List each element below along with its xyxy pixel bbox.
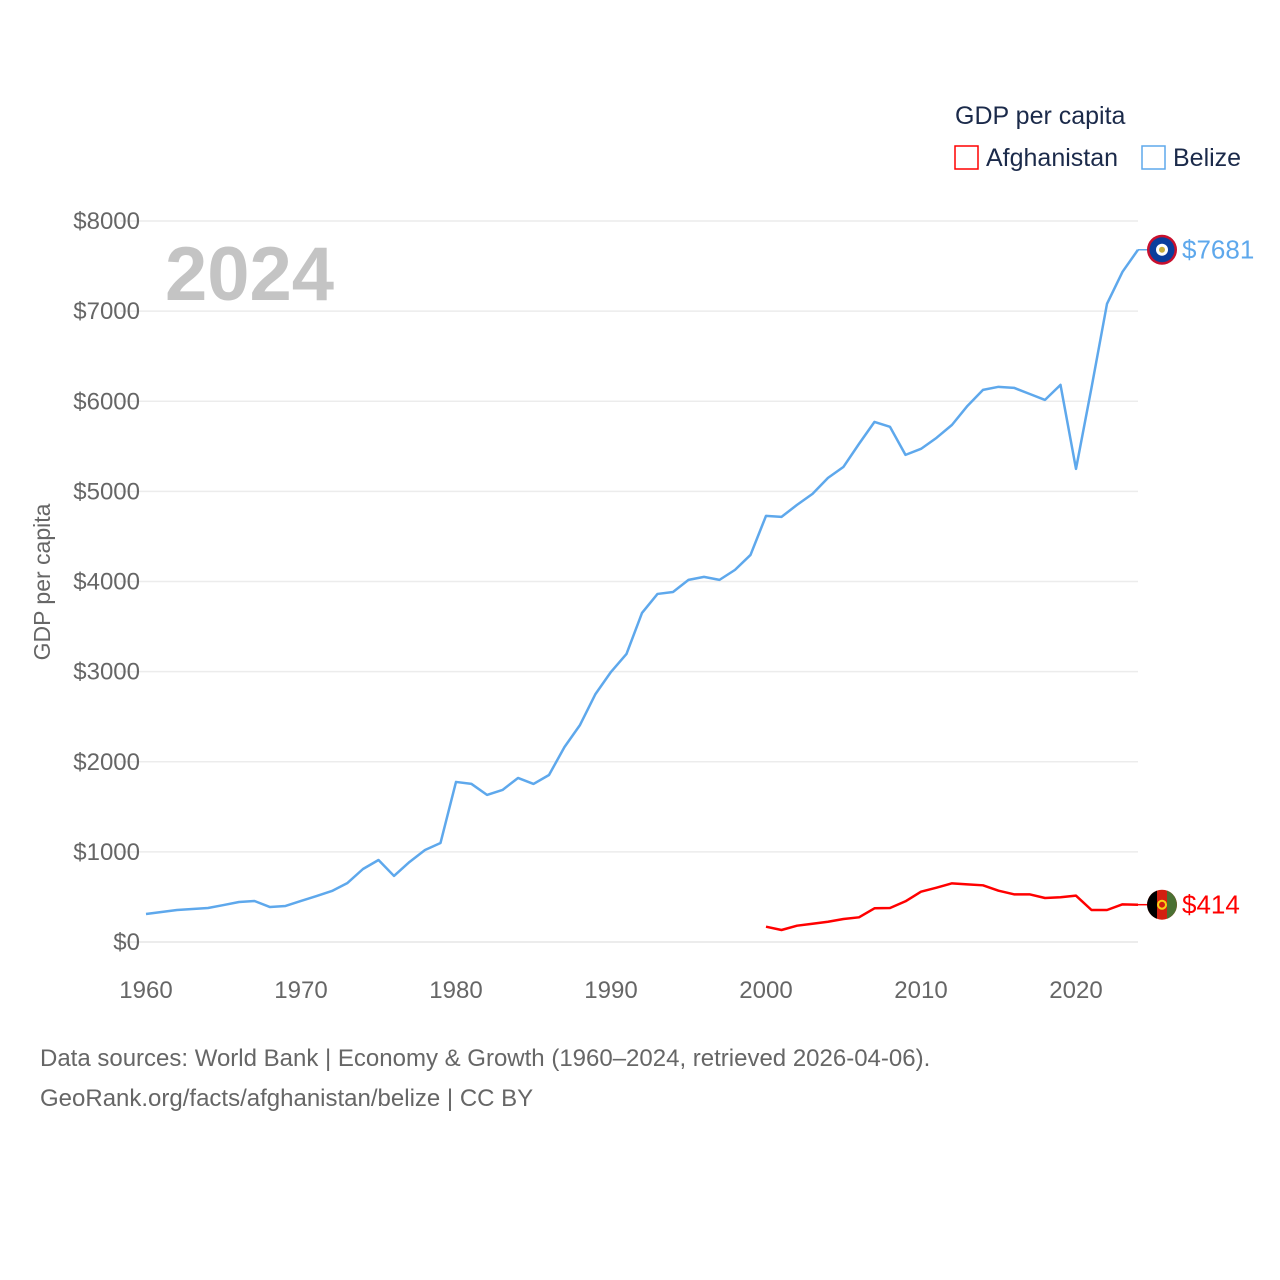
y-tick-label: $7000 (73, 298, 140, 325)
flag-belize-icon (1147, 234, 1177, 265)
y-tick-label: $0 (113, 929, 140, 956)
x-tick-label: 1960 (119, 977, 172, 1004)
x-tick-label: 2010 (894, 977, 947, 1004)
series-line-afghanistan (765, 882, 1139, 932)
x-tick-label: 2020 (1049, 977, 1102, 1004)
footer-sources: Data sources: World Bank | Economy & Gro… (40, 1045, 931, 1072)
legend-item-belize[interactable]: Belize (1173, 144, 1241, 172)
end-value-label: $414 (1182, 890, 1240, 920)
y-tick-label: $6000 (73, 388, 140, 415)
footer-link[interactable]: GeoRank.org/facts/afghanistan/belize | C… (40, 1085, 534, 1112)
x-tick-label: 1970 (274, 977, 327, 1004)
legend-title: GDP per capita (955, 102, 1126, 130)
x-tick-label: 1980 (429, 977, 482, 1004)
legend-item-afghanistan[interactable]: Afghanistan (986, 144, 1118, 172)
year-watermark: 2024 (165, 232, 334, 317)
end-value-label: $7681 (1182, 235, 1254, 265)
y-tick-label: $4000 (73, 569, 140, 596)
y-tick-label: $2000 (73, 749, 140, 776)
legend-swatch (1141, 145, 1166, 170)
y-tick-label: $5000 (73, 478, 140, 505)
y-tick-label: $3000 (73, 659, 140, 686)
y-tick-label: $8000 (73, 208, 140, 235)
y-axis-label: GDP per capita (29, 503, 55, 660)
x-tick-label: 2000 (739, 977, 792, 1004)
y-tick-label: $1000 (73, 839, 140, 866)
series-line-belize (145, 249, 1140, 916)
x-tick-label: 1990 (584, 977, 637, 1004)
legend-swatch (954, 145, 979, 170)
flag-afghanistan-icon (1147, 889, 1177, 920)
